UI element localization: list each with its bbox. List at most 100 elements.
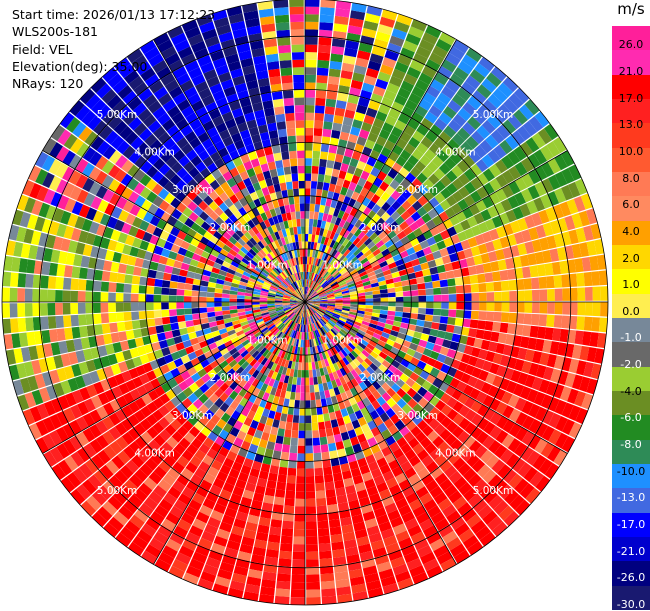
range-gate [470, 319, 479, 328]
range-gate [320, 15, 334, 24]
range-gate [100, 292, 108, 302]
range-gate [305, 181, 311, 189]
range-gate [395, 312, 403, 317]
range-gate [300, 408, 305, 416]
range-gate [456, 294, 464, 302]
range-gate [314, 128, 323, 136]
range-gate [17, 288, 25, 302]
range-gate [403, 302, 411, 307]
range-gate [40, 275, 49, 288]
range-gate [278, 467, 287, 476]
range-gate [297, 453, 305, 461]
range-gate [426, 295, 434, 301]
range-gate [315, 98, 325, 106]
range-gate [284, 505, 295, 513]
range-gate [184, 290, 192, 296]
range-gate [318, 528, 330, 536]
range-gate [293, 189, 299, 197]
range-gate [276, 22, 290, 31]
range-gate [373, 306, 381, 310]
range-gate [192, 308, 200, 314]
range-gate [432, 315, 440, 322]
range-gate [305, 14, 319, 22]
range-gate [524, 302, 532, 313]
range-gate [108, 313, 116, 323]
range-gate [358, 302, 366, 305]
range-gate [290, 392, 295, 400]
range-gate [531, 277, 539, 289]
range-gate [508, 313, 516, 324]
range-gate [314, 212, 319, 220]
range-gate [433, 288, 441, 295]
range-ring-label: 4.00Km [435, 147, 476, 159]
range-gate [274, 443, 282, 452]
range-gate [63, 278, 71, 290]
range-gate [108, 282, 116, 292]
range-gate [306, 453, 314, 461]
range-ring-label: 3.00Km [172, 410, 213, 422]
range-gate [530, 326, 539, 338]
range-gate [321, 588, 336, 597]
range-gate [267, 61, 279, 70]
range-gate [402, 312, 410, 318]
range-gate [284, 105, 294, 113]
range-gate [94, 324, 103, 335]
range-gate [297, 468, 305, 476]
range-gate [333, 472, 343, 481]
range-gate [312, 158, 319, 166]
range-gate [185, 320, 193, 327]
range-gate [267, 302, 275, 304]
range-gate [317, 414, 324, 422]
range-gate [292, 44, 304, 52]
range-gate [552, 328, 561, 341]
range-gate [471, 293, 479, 301]
range-gate [315, 475, 324, 483]
range-gate [331, 534, 343, 543]
range-gate [531, 314, 539, 326]
range-gate [299, 188, 305, 196]
range-gate [292, 52, 304, 60]
range-gate [591, 271, 600, 286]
range-gate [296, 491, 305, 499]
range-gate [281, 452, 289, 460]
range-gate [109, 323, 118, 333]
range-gate [207, 297, 215, 302]
range-gate [577, 287, 585, 301]
range-gate [291, 384, 296, 392]
range-gate [584, 317, 593, 331]
range-gate [146, 303, 154, 311]
range-gate [545, 327, 554, 340]
range-gate [319, 159, 327, 167]
range-gate [296, 135, 304, 143]
range-ring-label: 4.00Km [134, 147, 175, 159]
range-gate [285, 174, 292, 182]
range-ring-label: 3.00Km [398, 410, 439, 422]
range-gate [305, 355, 308, 363]
range-gate [292, 181, 298, 189]
range-gate [268, 534, 280, 543]
range-gate [154, 287, 162, 295]
range-gate [318, 45, 331, 53]
range-gate [306, 461, 314, 469]
range-gate [147, 278, 155, 286]
range-gate [456, 310, 464, 318]
range-gate [537, 264, 546, 276]
range-gate [270, 427, 278, 436]
range-gate [432, 281, 440, 288]
range-gate [330, 53, 343, 62]
range-gate [395, 307, 403, 312]
range-gate [440, 279, 448, 287]
range-gate [302, 249, 305, 257]
colorbar-tick-label: -30.0 [612, 586, 650, 610]
range-gate [93, 303, 101, 313]
range-gate [343, 300, 351, 302]
range-gate [179, 269, 188, 277]
range-gate [169, 288, 177, 295]
range-gate [214, 293, 222, 298]
range-gate [184, 302, 192, 308]
range-gate [294, 521, 305, 529]
range-gate [108, 303, 116, 313]
range-gate [331, 46, 344, 55]
range-gate [132, 320, 141, 329]
range-gate [102, 271, 111, 282]
